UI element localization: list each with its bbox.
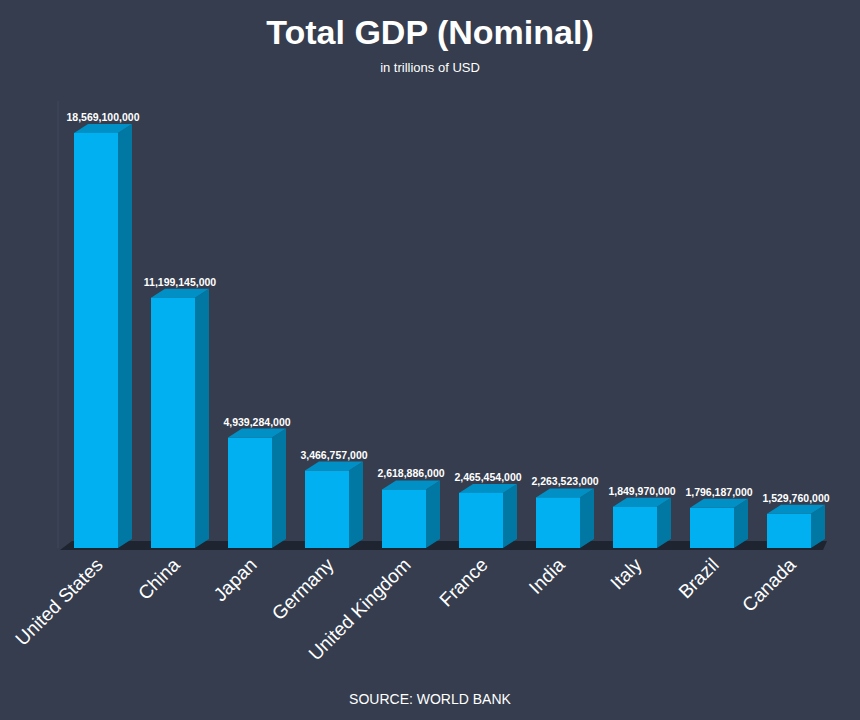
labels: 18,569,100,000 United States 11,199,145,00… xyxy=(11,111,829,664)
bar-top xyxy=(382,480,440,489)
bar-top xyxy=(151,289,209,298)
data-label: 18,569,100,000 xyxy=(67,111,140,123)
bar-front xyxy=(613,507,657,548)
background xyxy=(0,0,860,720)
bar xyxy=(459,484,517,548)
source: SOURCE: WORLD BANK xyxy=(349,691,511,707)
bar-front xyxy=(228,438,272,548)
category-label: China xyxy=(134,554,184,604)
subtitle: in trillions of USD xyxy=(380,60,480,75)
bars xyxy=(74,124,825,548)
bar xyxy=(690,499,748,548)
bar xyxy=(613,498,671,548)
bar-side xyxy=(118,124,132,548)
bar-side xyxy=(426,480,440,548)
bar-front xyxy=(382,489,426,548)
bar-top xyxy=(228,429,286,438)
title: Total GDP (Nominal) xyxy=(266,13,593,51)
bar xyxy=(151,289,209,548)
data-label: 1,849,970,000 xyxy=(608,485,675,497)
chart: Total GDP (Nominal) in trillions of USD 18… xyxy=(0,0,860,720)
bar-front xyxy=(690,508,734,548)
y-axis-line xyxy=(58,101,59,548)
bar xyxy=(305,462,363,548)
bar-side xyxy=(503,484,517,548)
category-label: Brazil xyxy=(674,554,722,602)
bar xyxy=(228,429,286,548)
category-label: United Kingdom xyxy=(304,554,414,664)
data-label: 1,529,760,000 xyxy=(762,492,829,504)
bar-front xyxy=(151,298,195,548)
bar xyxy=(767,505,825,548)
category-label: France xyxy=(435,554,492,611)
bar xyxy=(74,124,132,548)
data-label: 2,263,523,000 xyxy=(531,475,598,487)
category-label: India xyxy=(525,554,569,598)
data-label: 2,465,454,000 xyxy=(454,471,521,483)
bar-top xyxy=(690,499,748,508)
bar-front xyxy=(305,471,349,548)
category-label: Germany xyxy=(268,554,338,624)
bar-front xyxy=(536,497,580,548)
bar-top xyxy=(459,484,517,493)
bar-side xyxy=(580,488,594,548)
bar-front xyxy=(459,493,503,548)
bar-front xyxy=(767,514,811,548)
data-label: 11,199,145,000 xyxy=(144,276,217,288)
bar-top xyxy=(613,498,671,507)
bar-top xyxy=(536,488,594,497)
bar-top xyxy=(305,462,363,471)
data-label: 2,618,886,000 xyxy=(377,467,444,479)
category-label: Canada xyxy=(738,554,800,616)
bar-top xyxy=(767,505,825,514)
category-label: Japan xyxy=(209,554,260,605)
bar-side xyxy=(349,462,363,548)
bar xyxy=(382,480,440,548)
data-label: 3,466,757,000 xyxy=(300,449,367,461)
data-label: 1,796,187,000 xyxy=(685,486,752,498)
category-label: Italy xyxy=(606,554,646,594)
bar-side xyxy=(195,289,209,548)
bar-side xyxy=(272,429,286,548)
data-label: 4,939,284,000 xyxy=(223,416,290,428)
bar-front xyxy=(74,133,118,548)
bar xyxy=(536,488,594,548)
category-label: United States xyxy=(11,554,107,650)
bar-top xyxy=(74,124,132,133)
